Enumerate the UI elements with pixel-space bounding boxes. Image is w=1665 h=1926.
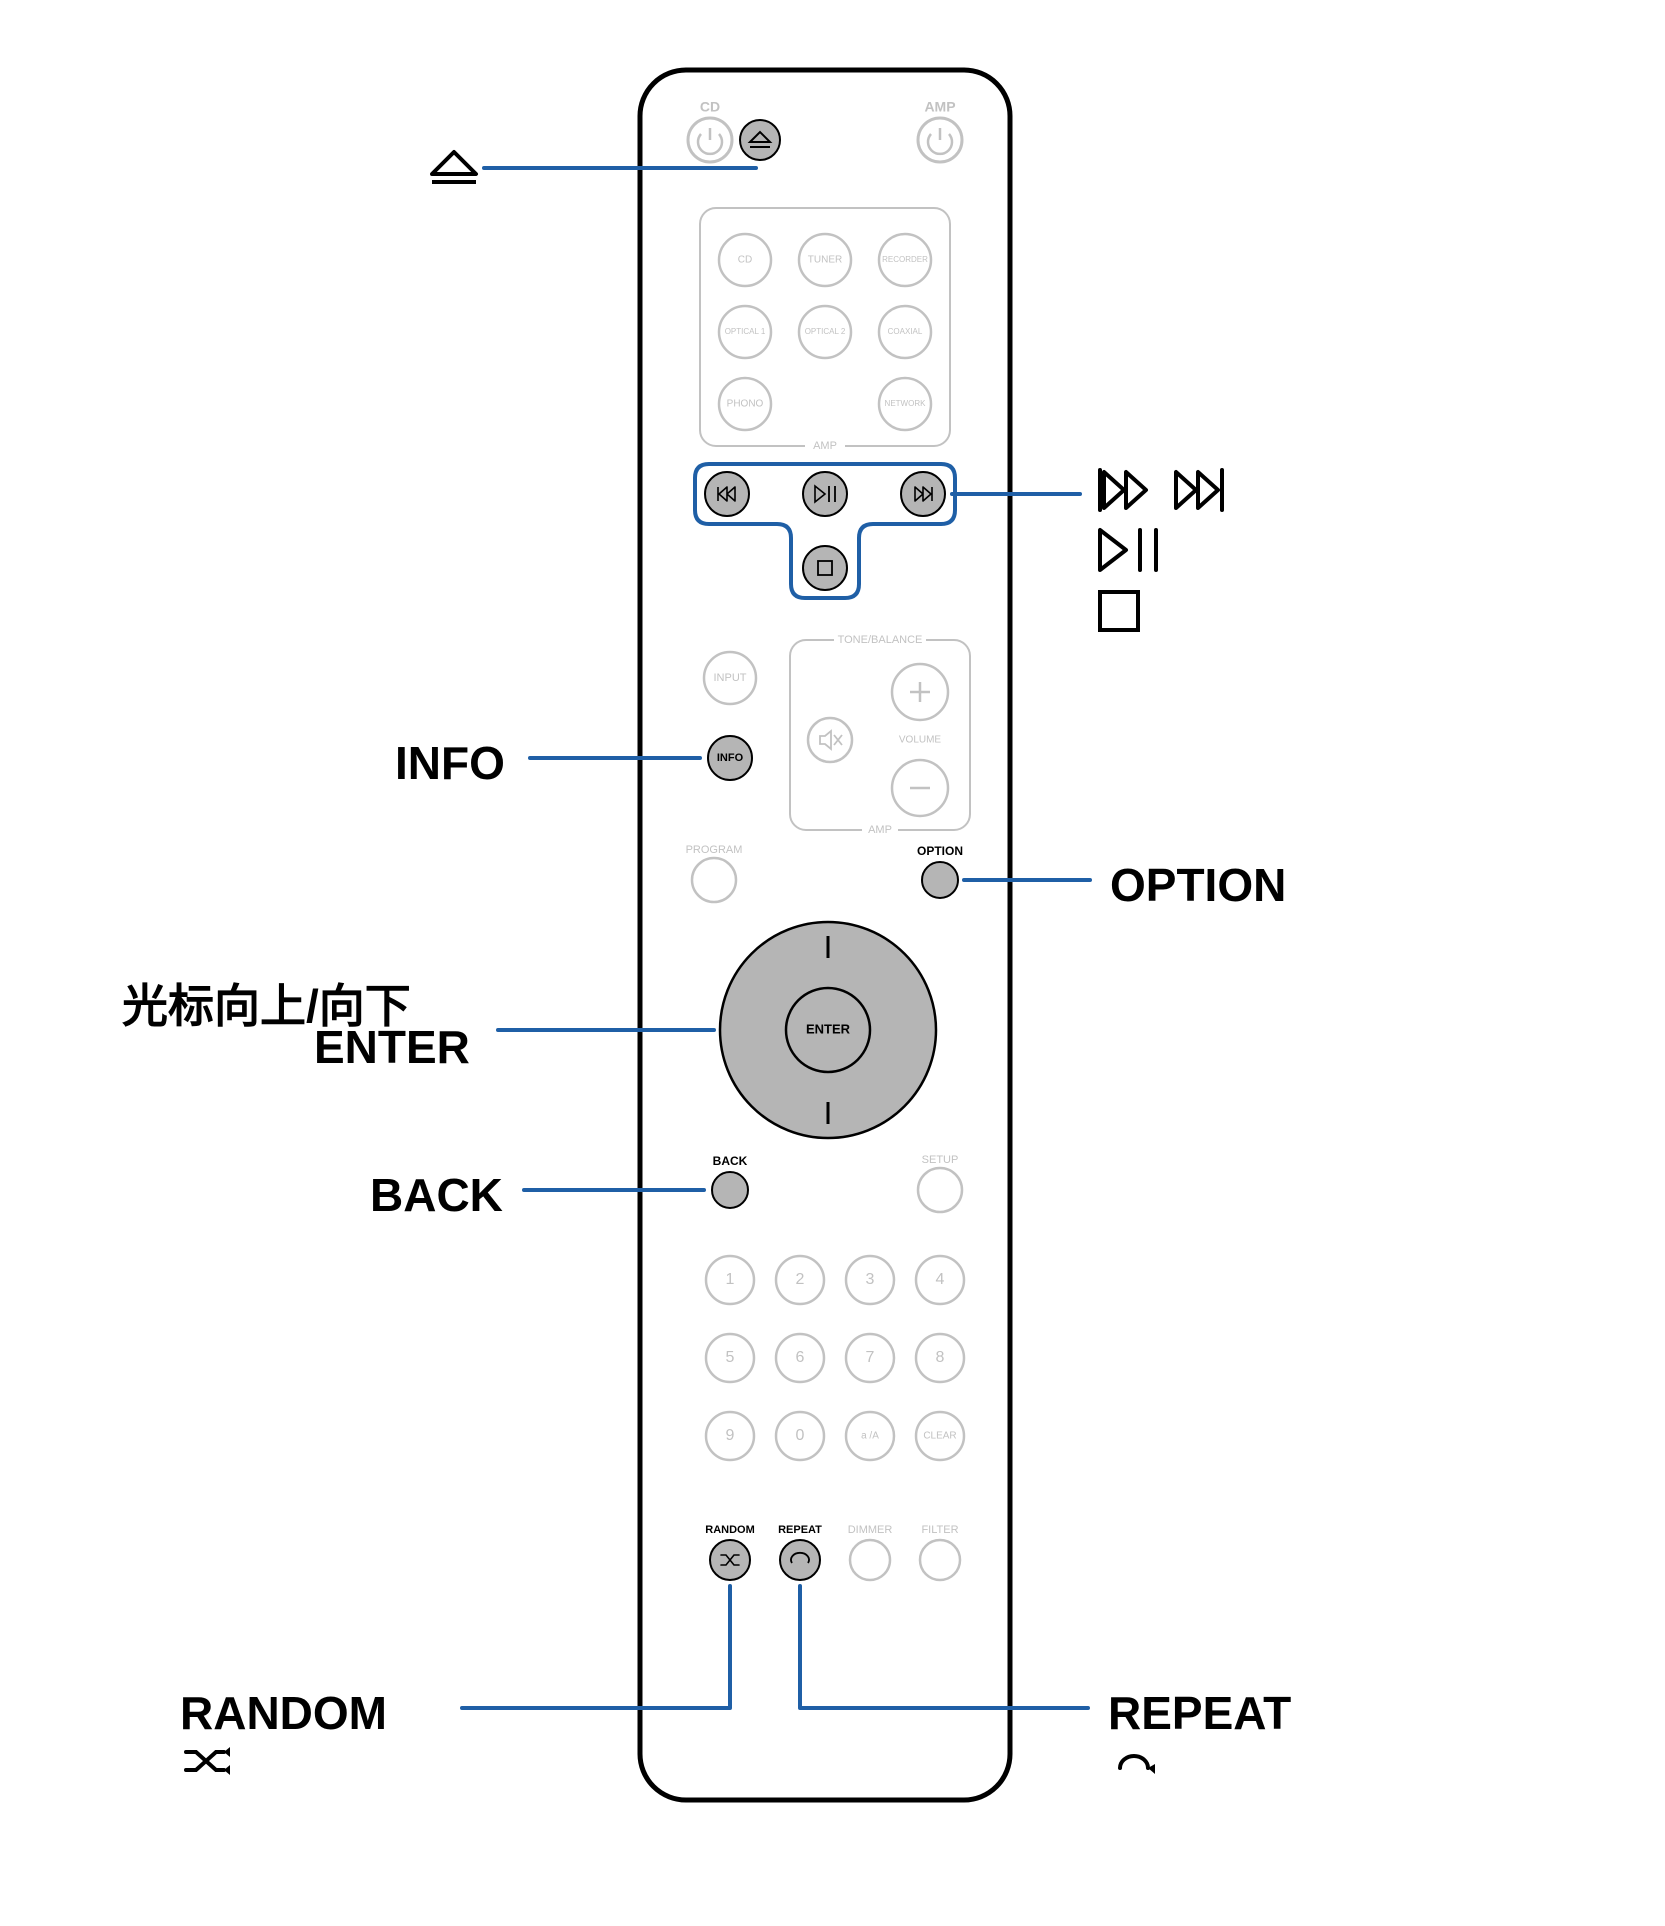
svg-text:AMP: AMP: [813, 440, 837, 452]
svg-text:6: 6: [796, 1349, 805, 1366]
svg-text:SETUP: SETUP: [922, 1154, 959, 1166]
svg-text:9: 9: [726, 1427, 735, 1444]
svg-text:PHONO: PHONO: [727, 399, 764, 410]
svg-text:7: 7: [866, 1349, 875, 1366]
svg-text:5: 5: [726, 1349, 735, 1366]
svg-text:OPTICAL 1: OPTICAL 1: [725, 327, 766, 336]
svg-text:REPEAT: REPEAT: [778, 1524, 822, 1536]
back-button: [712, 1172, 748, 1208]
svg-text:a /A: a /A: [861, 1431, 879, 1442]
svg-text:2: 2: [796, 1271, 805, 1288]
svg-text:3: 3: [866, 1271, 875, 1288]
svg-text:NETWORK: NETWORK: [885, 399, 927, 408]
svg-text:DIMMER: DIMMER: [848, 1524, 893, 1536]
callout-option-label: OPTION: [1110, 858, 1286, 912]
option-button: [922, 862, 958, 898]
svg-text:RANDOM: RANDOM: [705, 1524, 755, 1536]
svg-text:CD: CD: [700, 99, 720, 115]
svg-text:OPTICAL 2: OPTICAL 2: [805, 327, 846, 336]
svg-text:PROGRAM: PROGRAM: [686, 844, 743, 856]
svg-text:4: 4: [936, 1271, 945, 1288]
svg-text:TONE/BALANCE: TONE/BALANCE: [838, 634, 923, 646]
repeat-button: [780, 1540, 820, 1580]
diagram-stage: CD AMP AMP AMP CD TUNER RECORDER OPTICAL 1 OPTIC…: [0, 0, 1665, 1926]
svg-text:1: 1: [726, 1271, 735, 1288]
svg-text:RECORDER: RECORDER: [882, 255, 928, 264]
svg-text:BACK: BACK: [713, 1154, 748, 1168]
svg-text:FILTER: FILTER: [921, 1524, 958, 1536]
svg-text:0: 0: [796, 1427, 805, 1444]
svg-text:OPTION: OPTION: [917, 844, 963, 858]
stop-button: [803, 546, 847, 590]
shuffle-icon: [180, 1740, 236, 1780]
svg-text:8: 8: [936, 1349, 945, 1366]
svg-text:INPUT: INPUT: [714, 672, 747, 684]
svg-text:AMP: AMP: [924, 99, 955, 115]
svg-text:COAXIAL: COAXIAL: [888, 327, 923, 336]
repeat-icon: [1108, 1740, 1164, 1780]
svg-text:CLEAR: CLEAR: [923, 1431, 956, 1442]
callout-back-label: BACK: [370, 1168, 503, 1222]
callout-repeat-label: REPEAT: [1108, 1686, 1291, 1780]
diagram-svg: CD AMP AMP AMP CD TUNER RECORDER OPTICAL 1 OPTIC…: [0, 0, 1665, 1926]
svg-text:TUNER: TUNER: [808, 255, 842, 266]
svg-text:VOLUME: VOLUME: [899, 735, 942, 746]
svg-text:AMP: AMP: [868, 824, 892, 836]
callout-random-label: RANDOM: [180, 1686, 387, 1780]
svg-text:CD: CD: [738, 255, 752, 266]
eject-button: [740, 120, 780, 160]
callout-random-text: RANDOM: [180, 1687, 387, 1739]
svg-text:INFO: INFO: [717, 752, 744, 764]
callout-info-label: INFO: [395, 736, 505, 790]
callout-repeat-text: REPEAT: [1108, 1687, 1291, 1739]
svg-text:ENTER: ENTER: [806, 1021, 851, 1036]
callout-enter-label: ENTER: [314, 1020, 470, 1074]
